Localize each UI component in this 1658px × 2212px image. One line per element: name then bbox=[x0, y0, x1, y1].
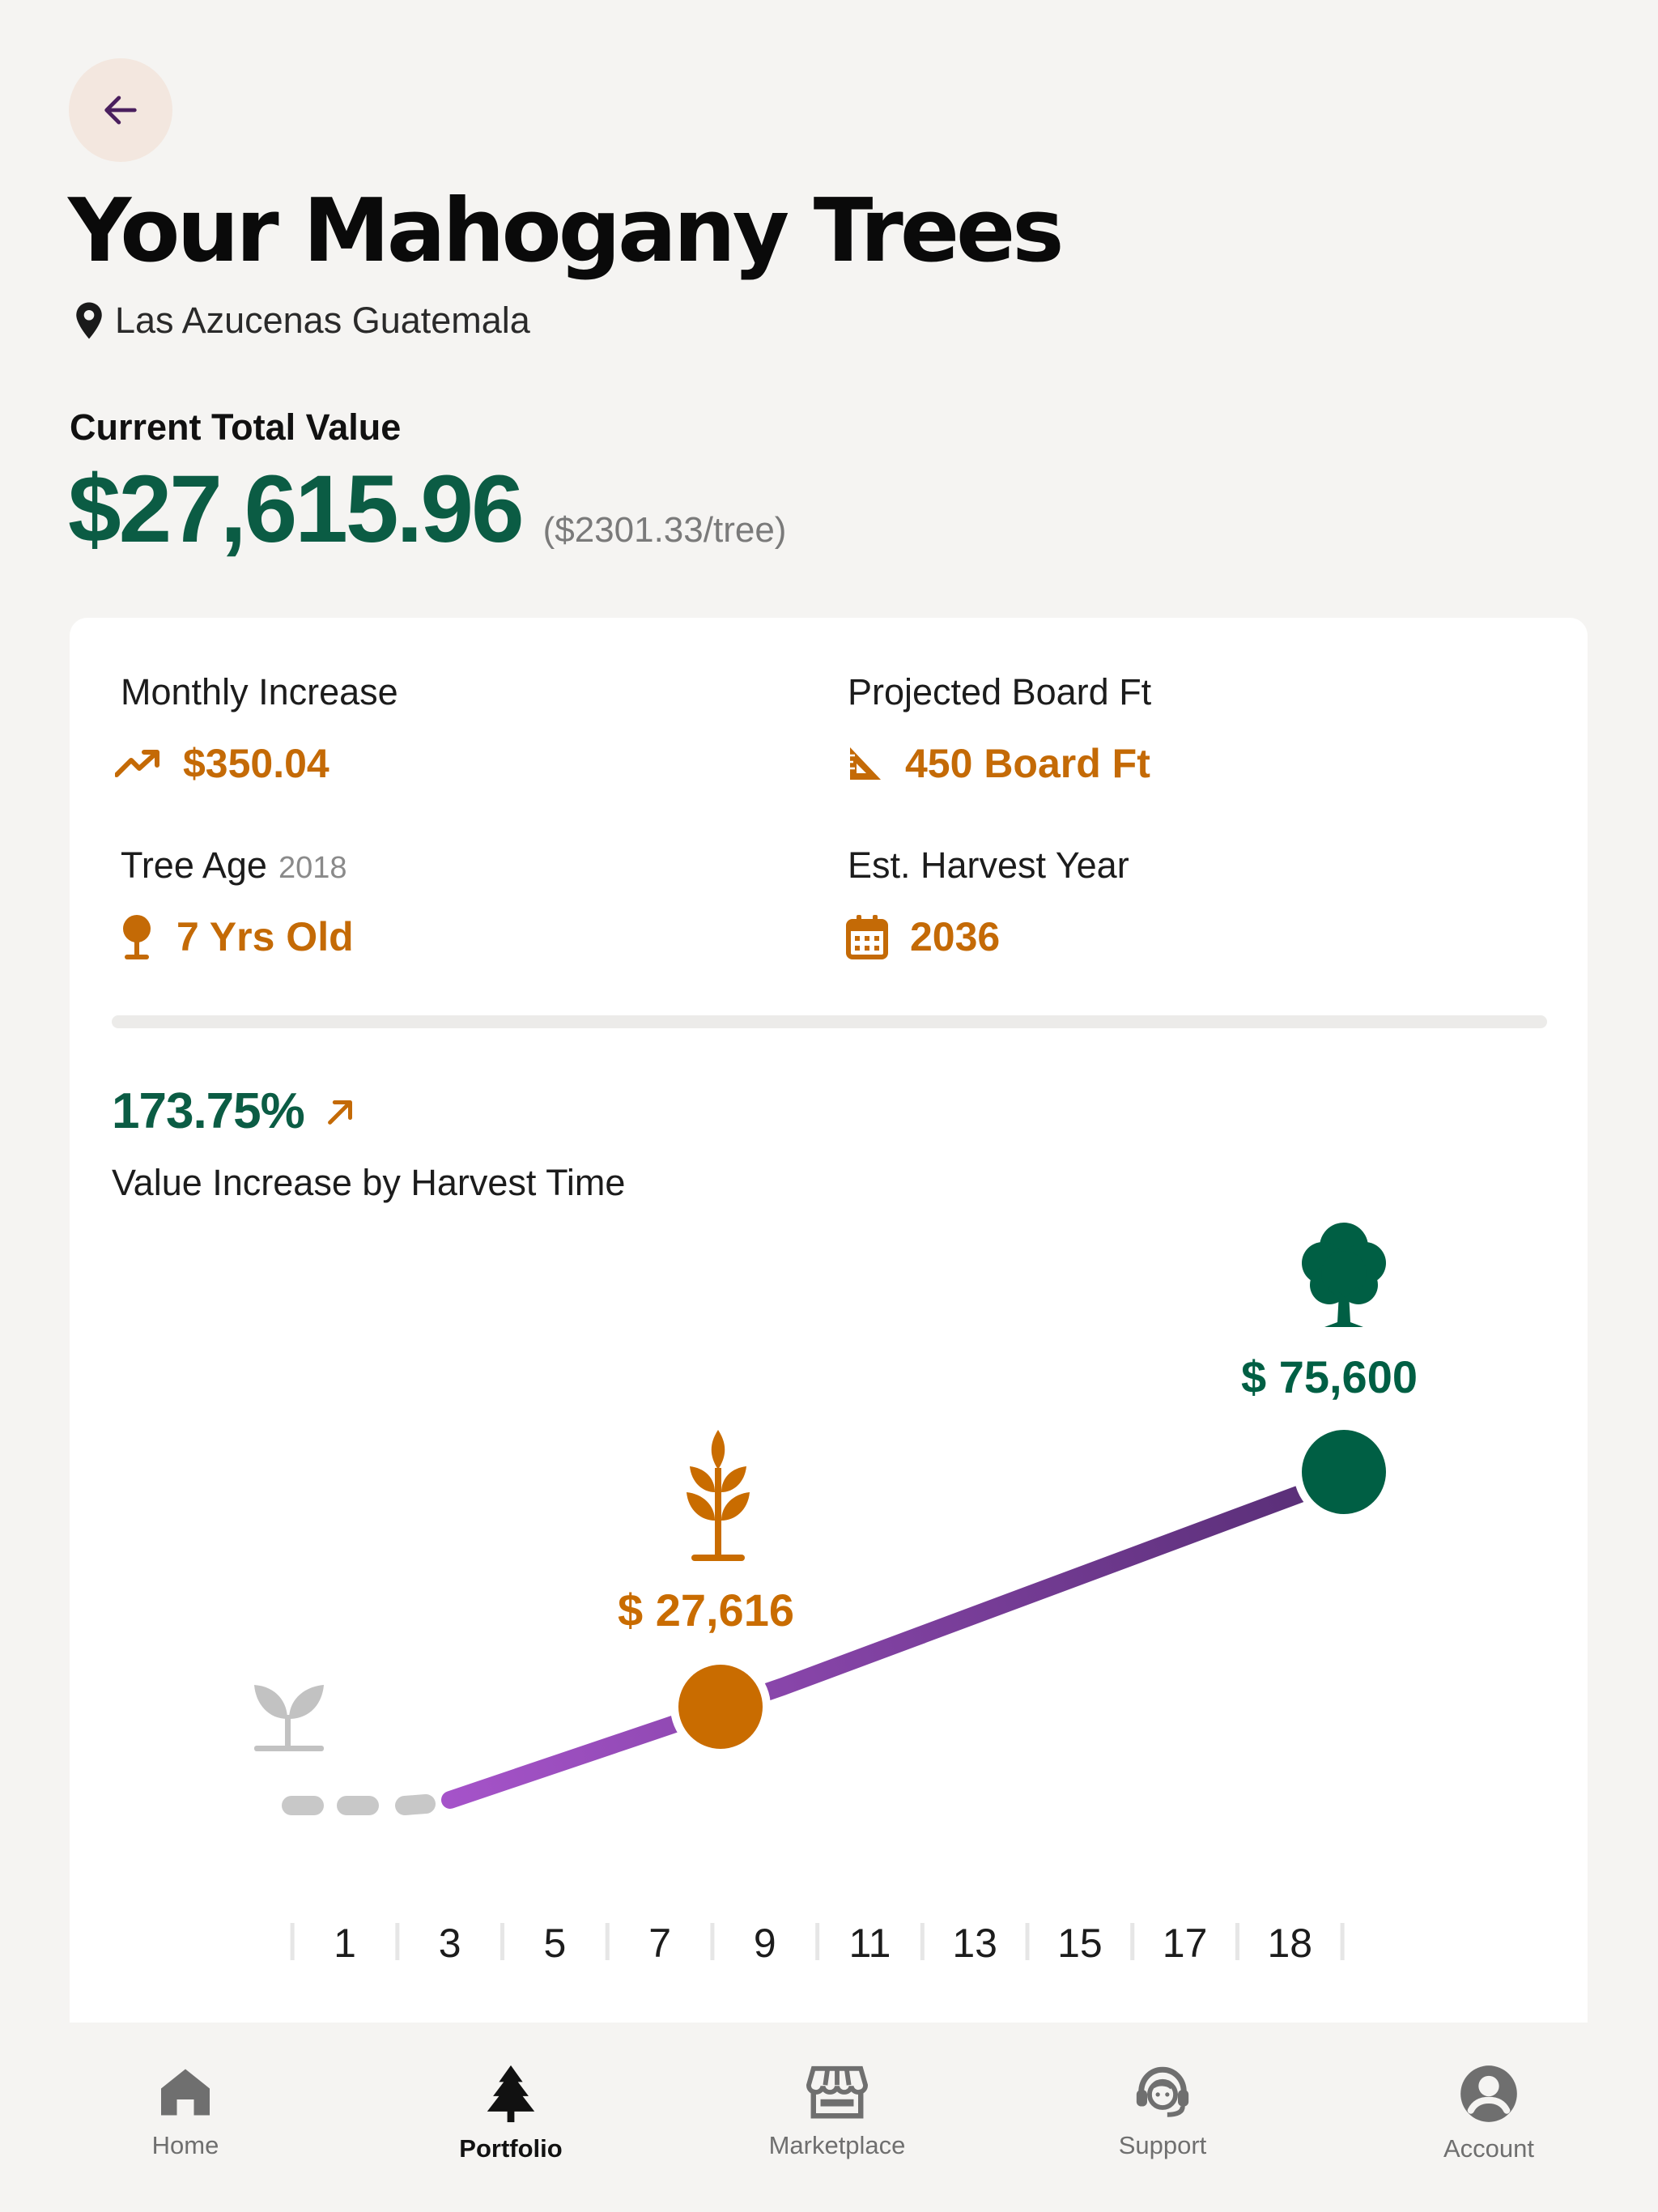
nav-marketplace[interactable]: Marketplace bbox=[732, 2063, 942, 2160]
monthly-increase-value: $350.04 bbox=[183, 741, 329, 786]
nav-account[interactable]: Account bbox=[1384, 2063, 1594, 2163]
current-value-label: $ 27,616 bbox=[618, 1585, 794, 1636]
home-icon bbox=[161, 2069, 210, 2116]
location-text: Las Azucenas Guatemala bbox=[115, 300, 530, 341]
nav-support[interactable]: Support bbox=[1057, 2063, 1268, 2160]
past-growth-segment bbox=[282, 1794, 436, 1815]
x-tick-label: 13 bbox=[952, 1921, 997, 1966]
arrow-up-right-icon bbox=[327, 1100, 352, 1125]
current-total-value-label: Current Total Value bbox=[70, 406, 402, 448]
harvest-value-label: $ 75,600 bbox=[1241, 1351, 1418, 1402]
nav-account-label: Account bbox=[1443, 2134, 1534, 2163]
nav-marketplace-label: Marketplace bbox=[768, 2131, 906, 2159]
x-tick-label: 18 bbox=[1267, 1921, 1312, 1966]
pine-tree-icon bbox=[487, 2065, 535, 2123]
mature-tree-icon bbox=[1302, 1223, 1386, 1327]
tree-age-value: 7 Yrs Old bbox=[176, 914, 354, 959]
nav-home[interactable]: Home bbox=[80, 2063, 291, 2160]
divider bbox=[112, 1015, 1547, 1028]
tree-age-label: Tree Age 2018 bbox=[121, 844, 347, 886]
board-ft-value: 450 Board Ft bbox=[905, 741, 1150, 786]
nav-support-label: Support bbox=[1118, 2131, 1207, 2159]
x-tick-label: 3 bbox=[439, 1921, 461, 1966]
growth-percent-row: 173.75% bbox=[112, 1083, 359, 1140]
total-value: $27,615.96 bbox=[68, 456, 525, 563]
x-tick-label: 1 bbox=[334, 1921, 356, 1966]
current-value-point[interactable] bbox=[678, 1665, 763, 1749]
set-square-icon bbox=[850, 747, 881, 780]
total-value-row: $27,615.96 ($2301.33/tree) bbox=[68, 462, 786, 557]
value-growth-chart: $ 27,616 $ 75,600 1 3 5 7 9 11 13 15 17 18 bbox=[254, 1223, 1418, 1966]
details-card: Monthly Increase $350.04 Projected Board… bbox=[70, 618, 1588, 2023]
x-tick-label: 11 bbox=[849, 1921, 891, 1966]
growth-percent: 173.75% bbox=[112, 1083, 305, 1139]
growth-caption: Value Increase by Harvest Time bbox=[112, 1162, 626, 1203]
x-axis: 1 3 5 7 9 11 13 15 17 18 bbox=[290, 1921, 1345, 1966]
nav-portfolio-label: Portfolio bbox=[459, 2134, 563, 2163]
account-icon bbox=[1460, 2065, 1517, 2122]
tree-age-value-row: 7 Yrs Old bbox=[118, 913, 354, 960]
tree-age-year: 2018 bbox=[278, 851, 347, 885]
x-tick-label: 7 bbox=[648, 1921, 671, 1966]
arrow-left-icon bbox=[104, 96, 137, 125]
harvest-year-label: Est. Harvest Year bbox=[848, 844, 1129, 886]
monthly-increase-value-row: $350.04 bbox=[115, 740, 329, 787]
harvest-value-point[interactable] bbox=[1302, 1430, 1386, 1514]
seedling-icon bbox=[254, 1685, 324, 1751]
nav-home-label: Home bbox=[151, 2131, 219, 2159]
location: Las Azucenas Guatemala bbox=[74, 300, 530, 342]
board-ft-value-row: 450 Board Ft bbox=[845, 740, 1150, 787]
board-ft-label: Projected Board Ft bbox=[848, 671, 1152, 713]
page-title: Your Mahogany Trees bbox=[68, 181, 1065, 282]
trending-up-icon bbox=[115, 750, 159, 777]
monthly-increase-label: Monthly Increase bbox=[121, 671, 398, 713]
bottom-navigation: Home Portfolio Marketplace Support bbox=[0, 2023, 1658, 2212]
x-tick-label: 17 bbox=[1163, 1921, 1208, 1966]
location-pin-icon bbox=[76, 302, 102, 339]
growth-line bbox=[441, 1485, 1309, 1809]
x-tick-label: 9 bbox=[754, 1921, 776, 1966]
headset-icon bbox=[1136, 2066, 1189, 2117]
per-tree-value: ($2301.33/tree) bbox=[542, 510, 787, 550]
x-tick-label: 15 bbox=[1057, 1921, 1103, 1966]
calendar-icon bbox=[846, 915, 888, 959]
nav-portfolio[interactable]: Portfolio bbox=[406, 2063, 616, 2163]
harvest-year-value: 2036 bbox=[910, 914, 1001, 959]
x-tick-label: 5 bbox=[543, 1921, 566, 1966]
harvest-year-value-row: 2036 bbox=[845, 913, 1000, 960]
tree-icon bbox=[123, 915, 151, 959]
back-button[interactable] bbox=[69, 58, 172, 162]
store-icon bbox=[806, 2065, 868, 2119]
sapling-icon bbox=[687, 1430, 750, 1561]
